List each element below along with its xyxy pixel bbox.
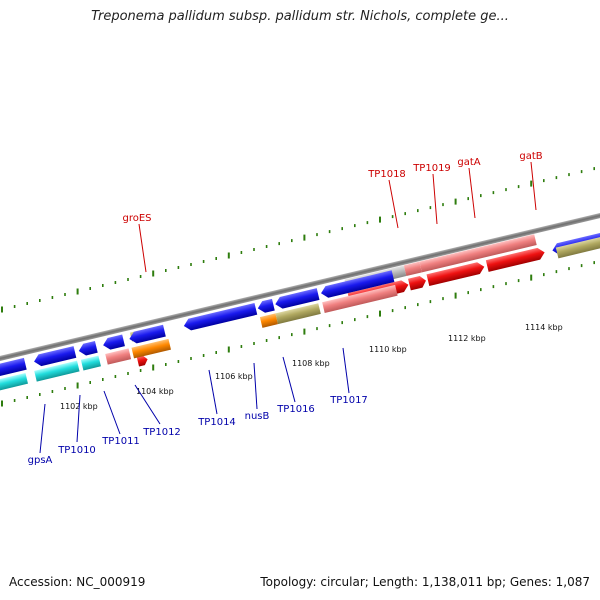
- leader-gatA: [468, 167, 476, 219]
- leader-TP1014: [208, 369, 218, 415]
- map-title: Treponema pallidum subsp. pallidum str. …: [91, 9, 509, 24]
- leader-TP1017: [342, 347, 350, 394]
- feature-left-edge-blue: [0, 357, 27, 378]
- gene-label-TP1012: TP1012: [142, 427, 181, 438]
- leader-TP1010: [76, 394, 81, 443]
- feature-TP1019: [408, 275, 426, 291]
- scale-label-1110: 1110 kbp: [369, 345, 407, 354]
- gene-label-TP1018: TP1018: [367, 169, 406, 180]
- scale-label-1108: 1108 kbp: [292, 359, 330, 368]
- upper-tick-row: [1, 167, 596, 313]
- leader-TP1011: [103, 390, 121, 435]
- feature-groES: [136, 355, 148, 367]
- feature-nusB: [257, 298, 275, 313]
- leader-lines: [39, 161, 537, 454]
- topology-summary: Topology: circular; Length: 1,138,011 bp…: [260, 575, 590, 589]
- feature-gatA: [426, 262, 485, 287]
- gene-label-gpsA: gpsA: [28, 455, 53, 466]
- lower-tick-row: [1, 261, 596, 407]
- feature-TP1012: [129, 324, 166, 344]
- feature-gpsA: [34, 346, 77, 367]
- feature-TP1019-pseudo: [403, 261, 422, 277]
- feature-gpsA-pseudo: [34, 360, 80, 382]
- leader-TP1012: [134, 384, 161, 425]
- feature-gatB: [485, 247, 545, 272]
- feature-TP1012-pseudo: [131, 338, 171, 359]
- leader-nusB: [253, 362, 258, 410]
- genome-backbone: [0, 205, 600, 369]
- leader-TP1018: [388, 179, 399, 229]
- feature-left-edge-cyan: [0, 372, 28, 392]
- leader-TP1016: [282, 356, 296, 403]
- scale-label-1106: 1106 kbp: [215, 372, 253, 381]
- gene-label-TP1016: TP1016: [276, 404, 315, 415]
- gene-labels-bottom: gpsA TP1010 TP1011 TP1012 TP1014 nusB TP…: [28, 395, 368, 466]
- feature-gatA-pseudo: [419, 234, 537, 273]
- feature-TP1017: [321, 270, 395, 298]
- gene-label-nusB: nusB: [245, 411, 270, 422]
- leader-gatB: [530, 161, 537, 211]
- scale-label-1112: 1112 kbp: [448, 334, 486, 343]
- gene-label-TP1017: TP1017: [329, 395, 368, 406]
- gene-label-TP1019: TP1019: [412, 163, 451, 174]
- feature-right-edge-2: [555, 236, 600, 259]
- leader-gpsA: [39, 403, 46, 454]
- gene-labels-top: groES TP1018 TP1019 gatA gatB: [122, 151, 542, 224]
- feature-TP1016: [275, 288, 320, 309]
- leader-groES: [138, 223, 147, 273]
- accession-text: Accession: NC_000919: [9, 575, 146, 589]
- feature-TP1016-pseudo: [275, 303, 321, 325]
- feature-TP1011-pseudo: [105, 348, 132, 365]
- scale-label-1114: 1114 kbp: [525, 323, 563, 332]
- gene-label-TP1014: TP1014: [197, 417, 236, 428]
- scale-label-1104: 1104 kbp: [136, 387, 174, 396]
- gene-label-gatB: gatB: [519, 151, 542, 162]
- feature-TP1010-pseudo: [80, 355, 101, 371]
- feature-TP1014: [183, 302, 258, 331]
- gene-label-TP1010: TP1010: [57, 445, 96, 456]
- gene-features: [0, 232, 600, 392]
- feature-TP1010: [78, 340, 98, 356]
- gene-label-groES: groES: [122, 213, 151, 224]
- leader-TP1019: [432, 173, 438, 225]
- feature-TP1017-pseudo: [322, 284, 398, 313]
- gene-label-TP1011: TP1011: [101, 436, 140, 447]
- feature-nusB-pseudo: [259, 313, 279, 328]
- feature-TP1011: [103, 334, 125, 350]
- gene-label-gatA: gatA: [457, 157, 480, 168]
